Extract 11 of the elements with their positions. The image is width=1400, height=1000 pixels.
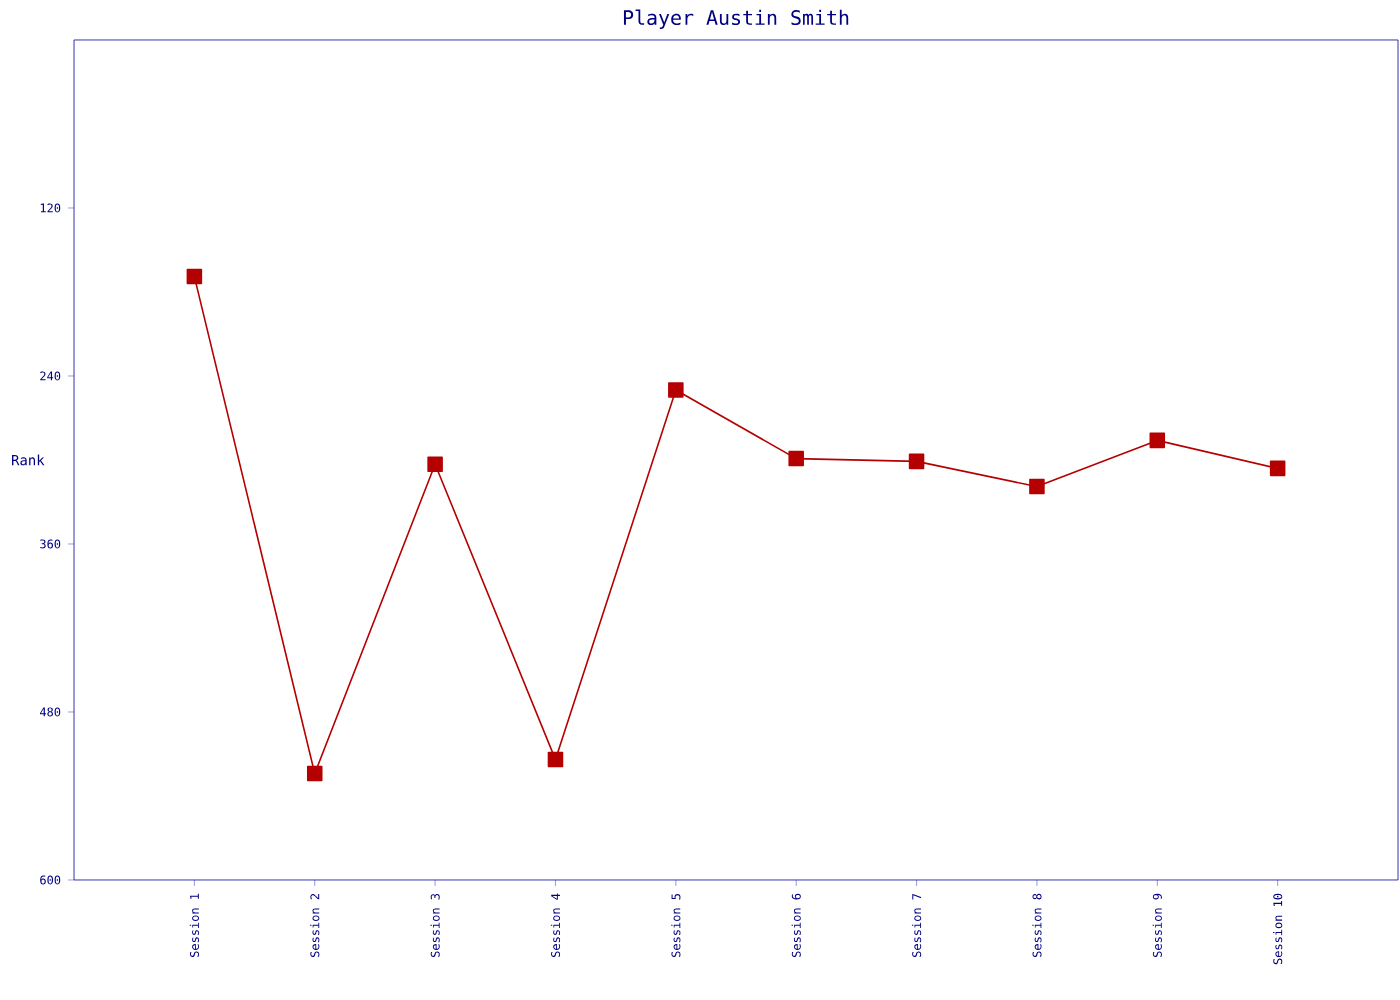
point xyxy=(186,268,203,285)
point xyxy=(427,456,443,472)
point xyxy=(1149,432,1166,449)
point xyxy=(306,765,323,782)
point xyxy=(668,382,684,398)
point xyxy=(908,453,925,470)
point xyxy=(1029,478,1045,495)
point xyxy=(547,751,564,768)
chart-title: Player Austin Smith xyxy=(623,9,849,29)
point xyxy=(788,450,804,467)
point xyxy=(1269,460,1286,477)
